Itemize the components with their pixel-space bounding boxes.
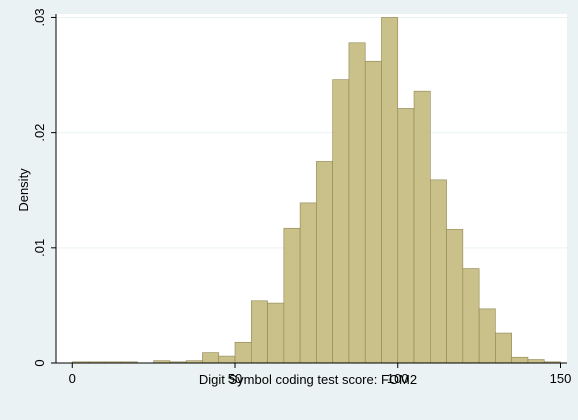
- histogram-bar: [413, 90, 431, 364]
- histogram-bar: [446, 229, 464, 364]
- x-tick-label: 100: [387, 371, 409, 386]
- histogram-bar: [316, 161, 333, 364]
- histogram-bar: [283, 227, 301, 364]
- histogram-bar: [495, 332, 512, 364]
- histogram-bar: [234, 341, 252, 364]
- histogram-bar: [381, 17, 399, 364]
- histogram-bar: [511, 356, 529, 364]
- histogram-bar: [527, 359, 545, 364]
- y-tick-label: .03: [32, 8, 47, 26]
- axes: [55, 14, 567, 364]
- x-tick-label: 150: [550, 371, 572, 386]
- histogram-bar: [429, 179, 447, 364]
- histogram-bars: [71, 17, 561, 364]
- y-tick-label: 0: [32, 359, 47, 366]
- x-tick-label: 0: [69, 371, 76, 386]
- tick-labels: 0 50 100 150 0 .01 .02 .03: [32, 8, 571, 386]
- histogram-bar: [202, 352, 220, 364]
- histogram-bar: [267, 302, 285, 364]
- y-tick-label: .02: [32, 124, 47, 142]
- histogram-bar: [397, 108, 415, 364]
- histogram-bar: [478, 308, 496, 364]
- histogram-bar: [218, 355, 236, 364]
- y-tick-label: .01: [32, 239, 47, 257]
- histogram-bar: [348, 42, 366, 364]
- histogram-bar: [462, 268, 480, 364]
- y-axis-label: Density: [16, 168, 31, 212]
- histogram-bar: [332, 79, 350, 364]
- histogram-bar: [250, 300, 268, 364]
- x-axis-label: Digit Symbol coding test score: FOM2: [199, 372, 417, 387]
- x-tick-label: 50: [228, 371, 242, 386]
- histogram-bar: [364, 60, 382, 364]
- histogram-bar: [299, 202, 317, 364]
